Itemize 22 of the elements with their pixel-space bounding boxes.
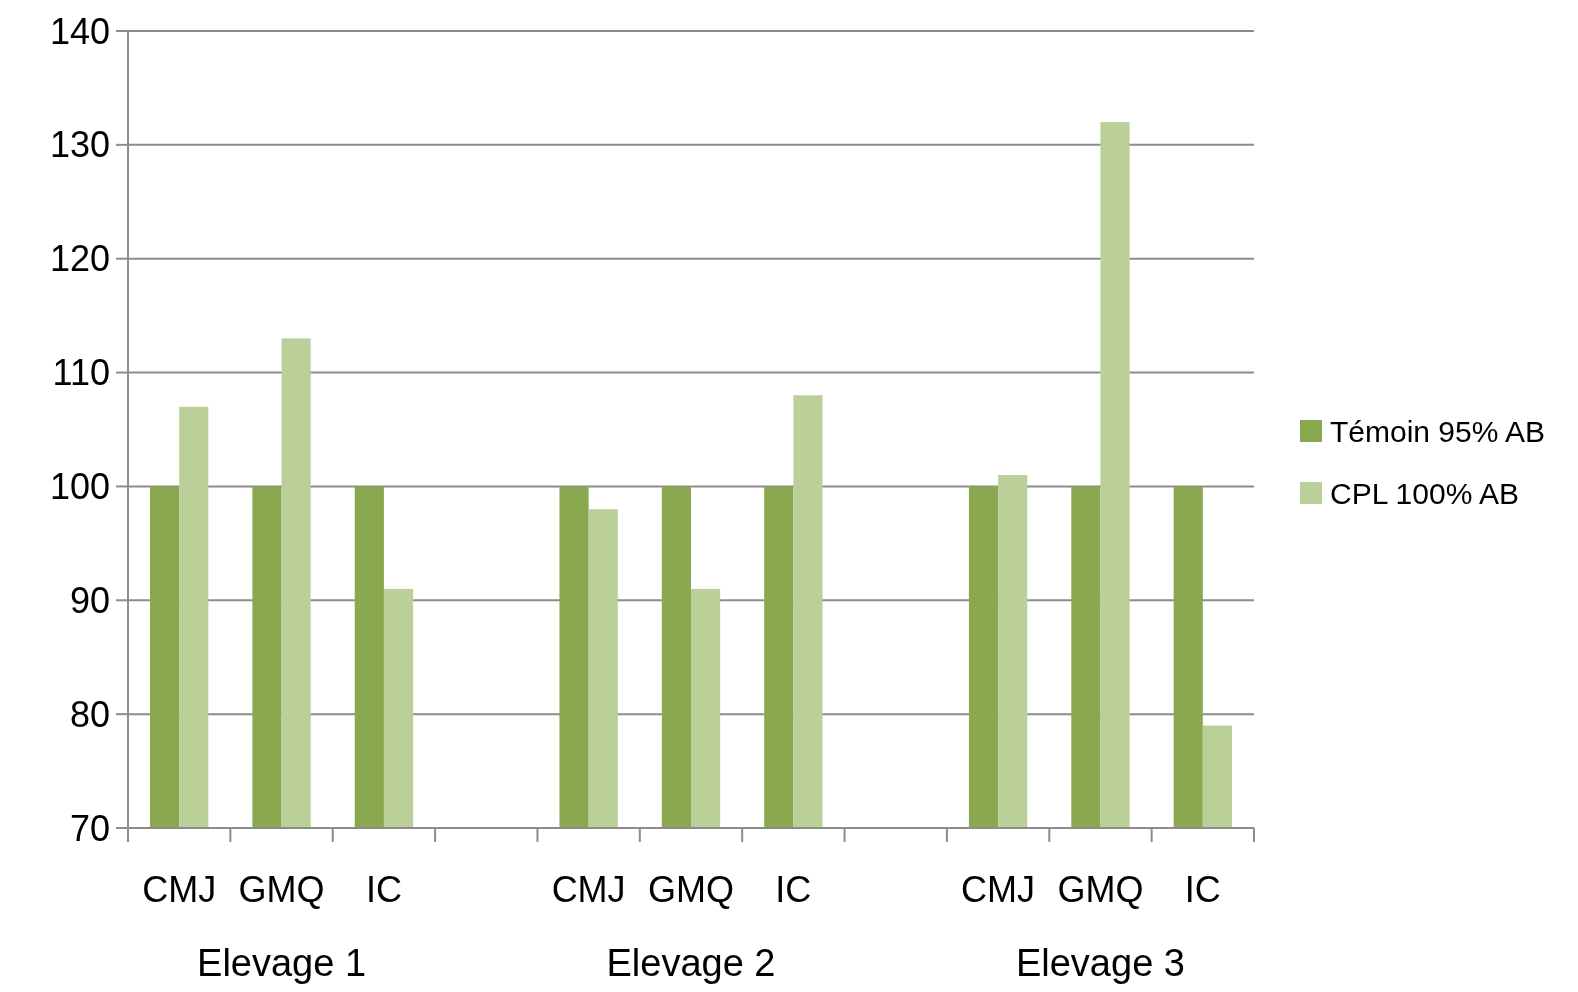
x-tick-label: IC [1184,869,1221,910]
x-tick-label: IC [365,869,402,910]
y-tick-label: 70 [69,807,110,849]
x-tick-label: GMQ [648,869,734,910]
text: Elevage 2 [606,942,776,984]
y-tick-label: 80 [69,693,110,735]
x-tick-label: GMQ [1057,869,1144,910]
x-tick-label: CMJ [961,869,1036,910]
y-tick-label: 130 [49,124,110,166]
x-tick-label: GMQ [238,869,325,910]
x-tick-label: CMJ [142,869,217,910]
y-tick-label: 100 [49,466,110,508]
legend-label: CPL 100% AB [1330,476,1520,510]
y-tick-label: 140 [49,10,110,52]
x-tick-label: CMJ [551,869,626,910]
legend-label: Témoin 95% AB [1330,414,1546,448]
text: Elevage 3 [1015,942,1185,984]
y-tick-label: 110 [52,352,110,394]
y-tick-label: 90 [69,579,110,621]
y-tick-label: 120 [49,238,110,280]
text: Elevage 1 [197,942,367,984]
x-tick-label: IC [775,869,812,910]
